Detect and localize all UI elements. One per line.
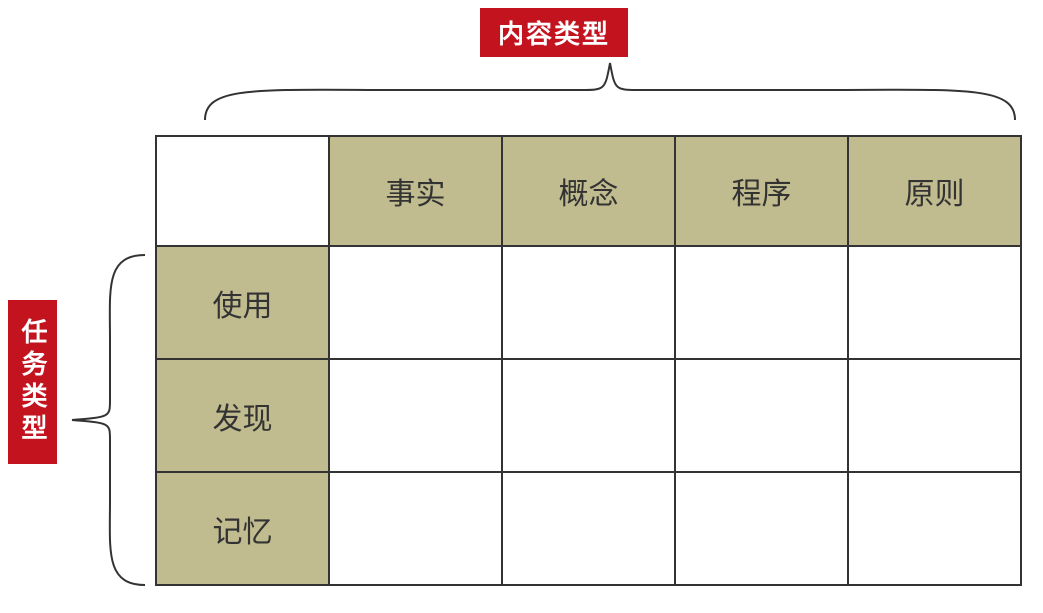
matrix-cell	[675, 246, 848, 359]
left-brace	[60, 250, 150, 590]
col-header: 原则	[848, 136, 1021, 246]
task-type-label: 任务类型	[8, 300, 57, 464]
matrix-cell	[502, 359, 675, 472]
type-matrix-table: 事实 概念 程序 原则 使用 发现 记忆	[155, 135, 1022, 586]
matrix-cell	[675, 359, 848, 472]
col-header: 程序	[675, 136, 848, 246]
row-header: 发现	[156, 359, 329, 472]
row-header: 记忆	[156, 472, 329, 585]
matrix-cell	[848, 246, 1021, 359]
matrix-cell	[329, 246, 502, 359]
content-type-label: 内容类型	[480, 8, 628, 57]
table-row: 使用	[156, 246, 1021, 359]
table-row: 记忆	[156, 472, 1021, 585]
table-row: 发现	[156, 359, 1021, 472]
row-header: 使用	[156, 246, 329, 359]
corner-cell	[156, 136, 329, 246]
matrix-cell	[329, 359, 502, 472]
col-header: 事实	[329, 136, 502, 246]
col-header: 概念	[502, 136, 675, 246]
top-brace	[200, 55, 1020, 125]
matrix-cell	[848, 359, 1021, 472]
matrix-cell	[502, 246, 675, 359]
header-row: 事实 概念 程序 原则	[156, 136, 1021, 246]
matrix-cell	[329, 472, 502, 585]
matrix-cell	[675, 472, 848, 585]
matrix-cell	[848, 472, 1021, 585]
matrix-cell	[502, 472, 675, 585]
